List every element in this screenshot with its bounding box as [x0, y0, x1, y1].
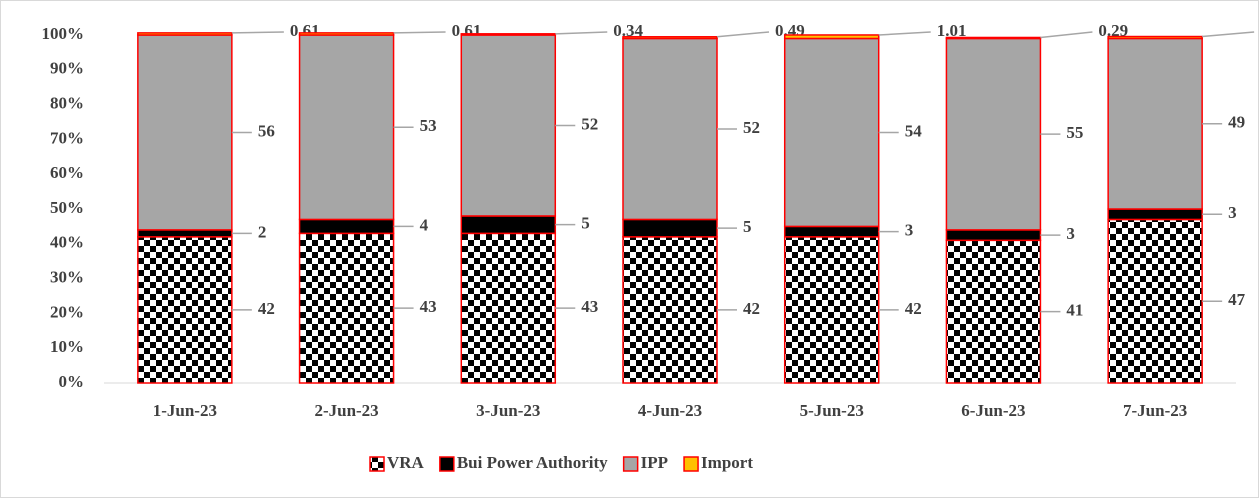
leader-line: [716, 31, 770, 38]
bar-segment: [945, 36, 1042, 40]
data-label: 54: [905, 121, 923, 140]
bar-segment: [783, 225, 880, 238]
y-tick-label: 40%: [50, 233, 84, 252]
bar-segment: [298, 232, 395, 384]
x-tick-label: 7-Jun-23: [1123, 401, 1187, 420]
data-label: 1.01: [937, 21, 967, 40]
y-tick-label: 60%: [50, 163, 84, 182]
y-tick-label: 30%: [50, 268, 84, 287]
leader-line: [1040, 31, 1093, 39]
data-label: 43: [420, 297, 437, 316]
legend-swatch: [683, 456, 699, 472]
y-tick-label: 90%: [50, 59, 84, 78]
legend-label: IPP: [641, 453, 668, 472]
bar-segment: [783, 34, 880, 40]
bar-segment: [298, 32, 395, 36]
data-label: 55: [1066, 123, 1083, 142]
legend-swatch: [439, 456, 455, 472]
data-label: 3: [1066, 224, 1075, 243]
data-label: 3: [905, 221, 914, 240]
data-label: 5: [743, 217, 752, 236]
leader-line: [393, 31, 446, 34]
data-label: 43: [581, 297, 598, 316]
data-label: 5: [581, 214, 590, 233]
x-tick-label: 4-Jun-23: [638, 401, 702, 420]
data-label: 49: [1228, 113, 1245, 132]
bar-segment: [783, 236, 880, 384]
bar-segment: [460, 232, 557, 384]
y-tick-label: 80%: [50, 94, 84, 113]
data-label: 4: [420, 215, 429, 234]
leader-line: [878, 31, 931, 36]
bar-segment: [783, 37, 880, 228]
bar-segment: [460, 34, 557, 217]
data-label: 2: [258, 222, 267, 241]
bar-segment: [1107, 218, 1203, 384]
x-tick-label: 3-Jun-23: [476, 401, 540, 420]
legend-label: VRA: [387, 453, 425, 472]
data-label: 41: [1066, 301, 1083, 320]
x-tick-label: 2-Jun-23: [314, 401, 378, 420]
bar-segment: [1107, 35, 1203, 40]
y-tick-label: 50%: [50, 198, 84, 217]
data-label: 0.34: [613, 21, 643, 40]
x-tick-label: 5-Jun-23: [800, 401, 864, 420]
y-tick-label: 20%: [50, 302, 84, 321]
bar-segment: [298, 218, 395, 235]
data-label: 3: [1228, 203, 1237, 222]
data-label: 52: [581, 114, 598, 133]
y-tick-label: 70%: [50, 128, 84, 147]
bar-segment: [622, 218, 718, 238]
bar-segment: [1107, 208, 1203, 221]
y-tick-label: 100%: [42, 24, 85, 43]
legend-label: Import: [701, 453, 753, 472]
y-tick-label: 10%: [50, 337, 84, 356]
data-label: 53: [420, 116, 437, 135]
data-label: 42: [743, 299, 760, 318]
bar-segment: [460, 215, 557, 235]
bar-segment: [945, 239, 1042, 384]
bar-segment: [298, 34, 395, 221]
bar-segment: [137, 34, 233, 231]
data-label: 42: [905, 299, 922, 318]
legend-label: Bui Power Authority: [457, 453, 608, 472]
y-tick-label: 0%: [59, 372, 85, 391]
bar-segment: [1107, 37, 1203, 210]
bar-segment: [460, 33, 557, 36]
data-label: 0.29: [1098, 21, 1128, 40]
bar-segment: [137, 32, 233, 36]
data-label: 42: [258, 299, 275, 318]
leader-line: [231, 31, 284, 34]
bar-segment: [622, 37, 718, 221]
x-tick-label: 6-Jun-23: [961, 401, 1025, 420]
legend-swatch: [622, 456, 639, 472]
bar-segment: [622, 236, 718, 384]
bar-segment: [945, 37, 1042, 231]
bar-segment: [137, 236, 233, 384]
bar-segment: [945, 229, 1042, 242]
leader-line: [1202, 31, 1255, 38]
data-label: 56: [258, 121, 275, 140]
data-label: 52: [743, 118, 760, 137]
leader-line: [555, 31, 608, 35]
legend-swatch: [369, 456, 385, 472]
x-tick-label: 1-Jun-23: [153, 401, 217, 420]
data-label: 47: [1228, 290, 1246, 309]
bar-segment: [622, 36, 718, 40]
bar-segment: [137, 229, 233, 238]
